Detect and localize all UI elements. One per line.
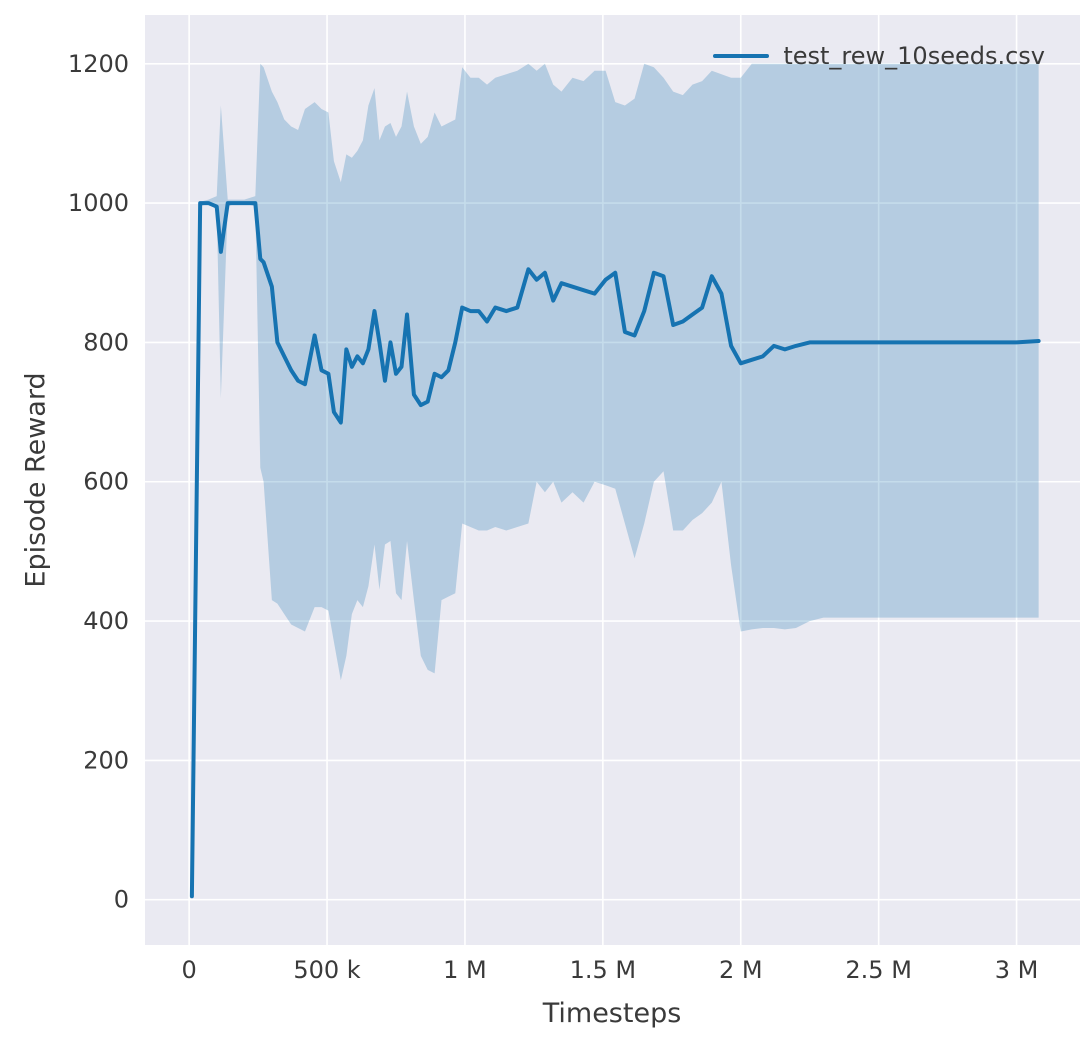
legend: test_rew_10seeds.csv <box>713 42 1045 70</box>
y-tick-label: 1000 <box>68 189 129 217</box>
x-tick-label: 1.5 M <box>570 956 637 984</box>
x-tick-label: 3 M <box>995 956 1039 984</box>
legend-label: test_rew_10seeds.csv <box>783 42 1045 70</box>
x-tick-label: 2.5 M <box>845 956 912 984</box>
y-tick-label: 1200 <box>68 50 129 78</box>
y-axis-title: Episode Reward <box>20 372 52 588</box>
mean-line <box>189 201 1041 899</box>
x-tick-label: 1 M <box>443 956 487 984</box>
x-tick-label: 500 k <box>293 956 360 984</box>
legend-line-swatch <box>713 54 770 58</box>
plot-background <box>145 15 1080 945</box>
y-tick-label: 200 <box>83 746 129 774</box>
x-tick-label: 0 <box>181 956 196 984</box>
y-tick-label: 400 <box>83 607 129 635</box>
x-axis-title: Timesteps <box>542 998 682 1029</box>
x-tick-label: 2 M <box>719 956 763 984</box>
y-tick-label: 600 <box>83 468 129 496</box>
y-tick-label: 800 <box>83 328 129 356</box>
confidence-band <box>191 63 1039 899</box>
y-tick-label: 0 <box>114 886 129 914</box>
